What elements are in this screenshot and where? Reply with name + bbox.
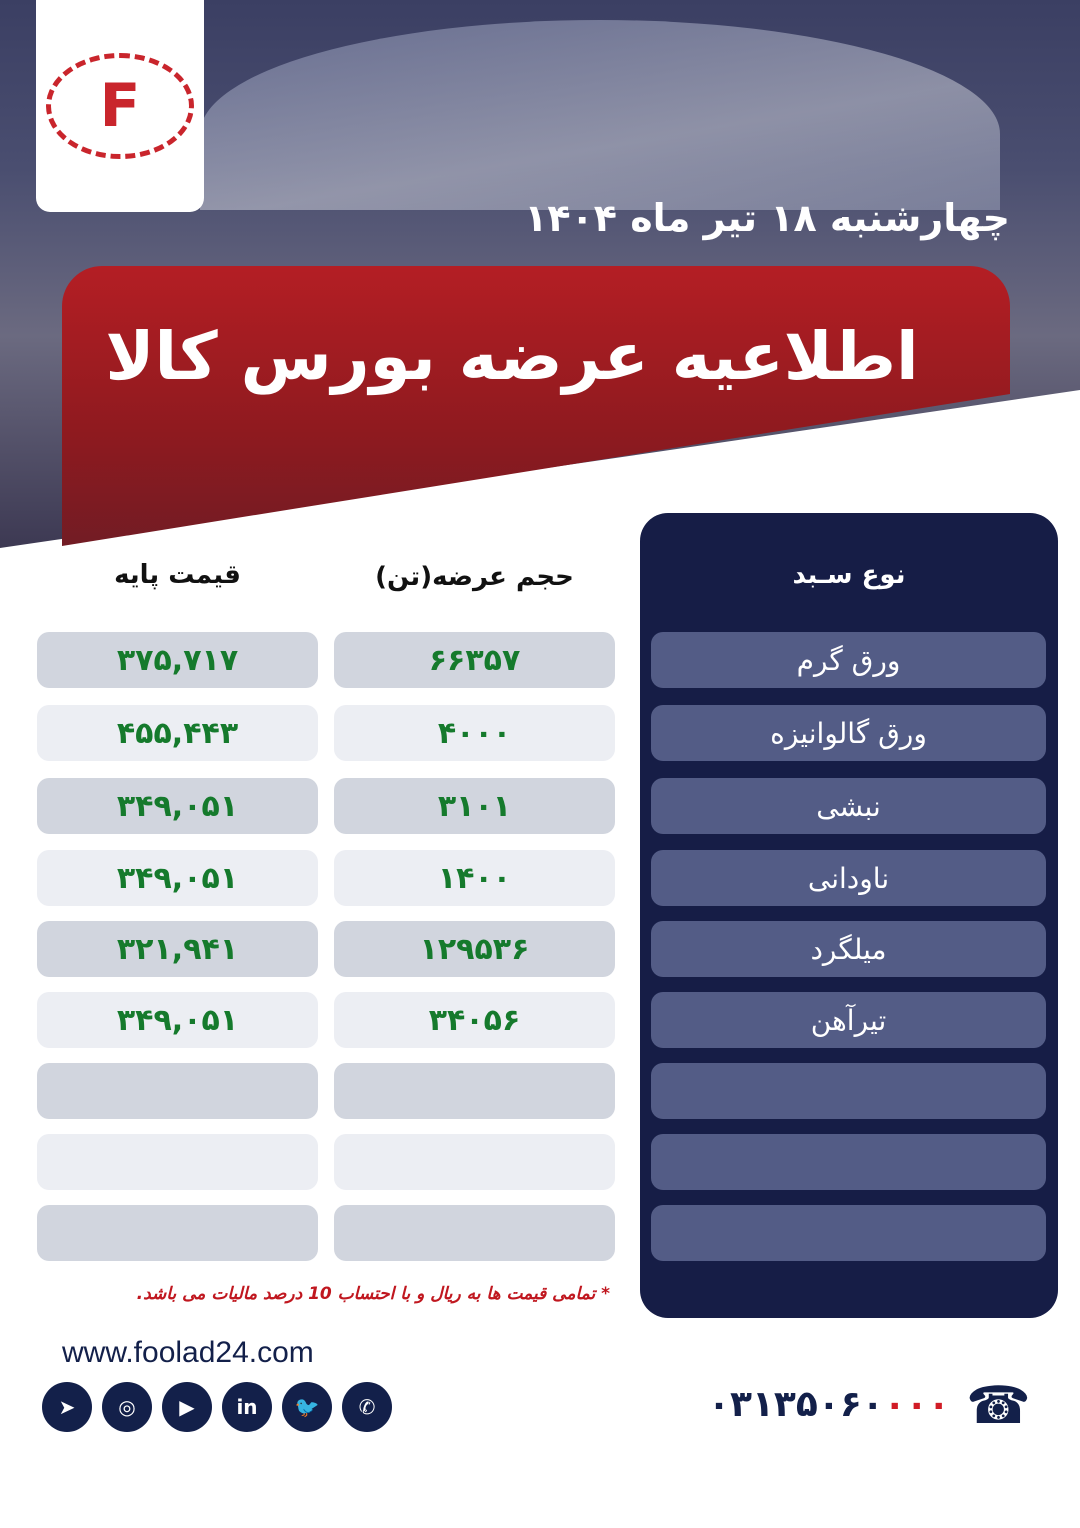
cell-volume bbox=[334, 1063, 615, 1119]
website-link[interactable]: www.foolad24.com bbox=[62, 1336, 314, 1369]
instagram-icon[interactable]: ◎ bbox=[102, 1382, 152, 1432]
tax-note: * تمامی قیمت ها به ریال و با احتساب 10 د… bbox=[136, 1284, 610, 1304]
cell-volume: ۱۴۰۰ bbox=[334, 850, 615, 906]
cell-volume: ۳۱۰۱ bbox=[334, 778, 615, 834]
phone-main: ۰۳۱۳۵۰۶۰ bbox=[708, 1384, 884, 1425]
cell-type: تیرآهن bbox=[651, 992, 1046, 1048]
cell-price: ۳۲۱,۹۴۱ bbox=[37, 921, 318, 977]
cell-type bbox=[651, 1134, 1046, 1190]
cell-volume bbox=[334, 1134, 615, 1190]
cell-type: میلگرد bbox=[651, 921, 1046, 977]
cell-type: ورق گالوانیزه bbox=[651, 705, 1046, 761]
cell-volume: ۶۶۳۵۷ bbox=[334, 632, 615, 688]
header-type: نوع سـبد bbox=[792, 560, 906, 590]
telephone-icon: ☎ bbox=[966, 1376, 1031, 1436]
cell-price: ۳۴۹,۰۵۱ bbox=[37, 850, 318, 906]
phone-red: ۰۰۰ bbox=[883, 1384, 950, 1425]
cell-volume: ۱۲۹۵۳۶ bbox=[334, 921, 615, 977]
header-volume: حجم عرضه(تن) bbox=[375, 562, 574, 592]
cell-volume bbox=[334, 1205, 615, 1261]
cell-type bbox=[651, 1205, 1046, 1261]
cell-price bbox=[37, 1134, 318, 1190]
header-price: قیمت پایه bbox=[114, 560, 241, 590]
telegram-icon[interactable]: ➤ bbox=[42, 1382, 92, 1432]
phone-number[interactable]: ۰۳۱۳۵۰۶۰۰۰۰ bbox=[708, 1384, 950, 1425]
cell-price: ۳۷۵,۷۱۷ bbox=[37, 632, 318, 688]
cell-volume: ۴۰۰۰ bbox=[334, 705, 615, 761]
cell-price bbox=[37, 1205, 318, 1261]
logo: F bbox=[36, 0, 204, 212]
youtube-icon[interactable]: ▶ bbox=[162, 1382, 212, 1432]
cell-type: ناودانی bbox=[651, 850, 1046, 906]
cell-price: ۳۴۹,۰۵۱ bbox=[37, 992, 318, 1048]
social-links: ➤ ◎ ▶ in 🐦 ✆ bbox=[42, 1382, 392, 1432]
twitter-icon[interactable]: 🐦 bbox=[282, 1382, 332, 1432]
cell-type: نبشی bbox=[651, 778, 1046, 834]
whatsapp-icon[interactable]: ✆ bbox=[342, 1382, 392, 1432]
logo-mark: F bbox=[46, 53, 194, 159]
cell-type bbox=[651, 1063, 1046, 1119]
cell-price: ۳۴۹,۰۵۱ bbox=[37, 778, 318, 834]
cell-type: ورق گرم bbox=[651, 632, 1046, 688]
cell-volume: ۳۴۰۵۶ bbox=[334, 992, 615, 1048]
cell-price: ۴۵۵,۴۴۳ bbox=[37, 705, 318, 761]
date: چهارشنبه ۱۸ تیر ماه ۱۴۰۴ bbox=[524, 196, 1010, 240]
page-title: اطلاعیه عرضه بورس کالا bbox=[105, 318, 919, 395]
cell-price bbox=[37, 1063, 318, 1119]
linkedin-icon[interactable]: in bbox=[222, 1382, 272, 1432]
